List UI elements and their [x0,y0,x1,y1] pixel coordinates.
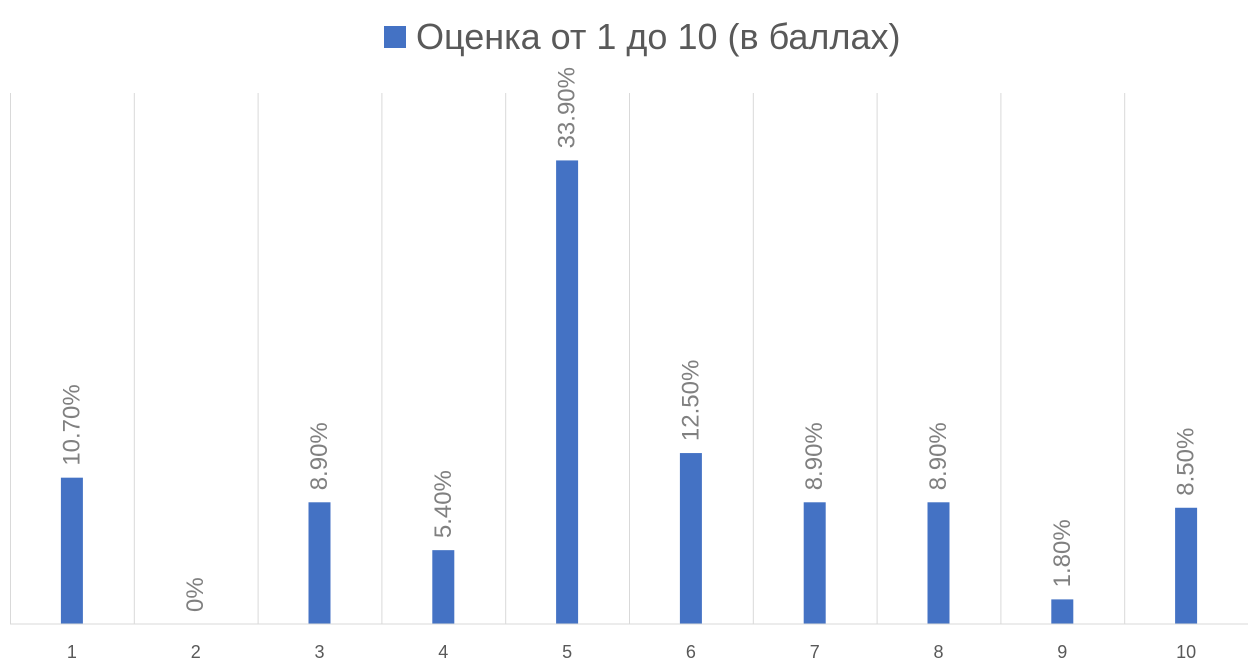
x-tick-label-8: 8 [933,642,943,662]
x-tick-label-7: 7 [810,642,820,662]
bar-1 [60,477,83,624]
x-tick-label-10: 10 [1176,642,1196,662]
bars [60,160,1198,625]
x-tick-label-3: 3 [314,642,324,662]
x-tick-label-4: 4 [438,642,448,662]
data-label-10: 8.50% [1173,428,1200,496]
legend-swatch [384,26,406,48]
bar-9 [1051,599,1074,624]
data-label-6: 12.50% [677,360,704,441]
x-tick-label-9: 9 [1057,642,1067,662]
bar-3 [308,502,331,624]
value-labels: 10.70% 0% 8.90% 5.40% 33.90% 12.50% 8.90% 8.90%… [58,67,1199,612]
data-label-9: 1.80% [1049,519,1076,587]
x-axis-tick-labels: 1 2 3 4 5 6 7 8 9 10 [67,642,1196,662]
data-label-1: 10.70% [58,384,85,465]
data-label-2: 0% [182,577,209,612]
bar-5 [556,160,579,625]
bar-6 [679,453,702,624]
x-tick-label-6: 6 [686,642,696,662]
x-tick-label-5: 5 [562,642,572,662]
data-label-3: 8.90% [306,422,333,490]
bar-7 [803,502,826,624]
gridlines [10,93,1126,624]
legend-label: Оценка от 1 до 10 (в баллах) [416,16,900,57]
bar-8 [927,502,950,624]
bar-10 [1175,507,1198,624]
data-label-7: 8.90% [801,422,828,490]
data-label-5: 33.90% [554,67,581,148]
data-label-8: 8.90% [925,422,952,490]
x-tick-label-2: 2 [191,642,201,662]
data-label-4: 5.40% [430,470,457,538]
legend: Оценка от 1 до 10 (в баллах) [384,16,900,57]
bar-4 [432,550,455,624]
x-tick-label-1: 1 [67,642,77,662]
